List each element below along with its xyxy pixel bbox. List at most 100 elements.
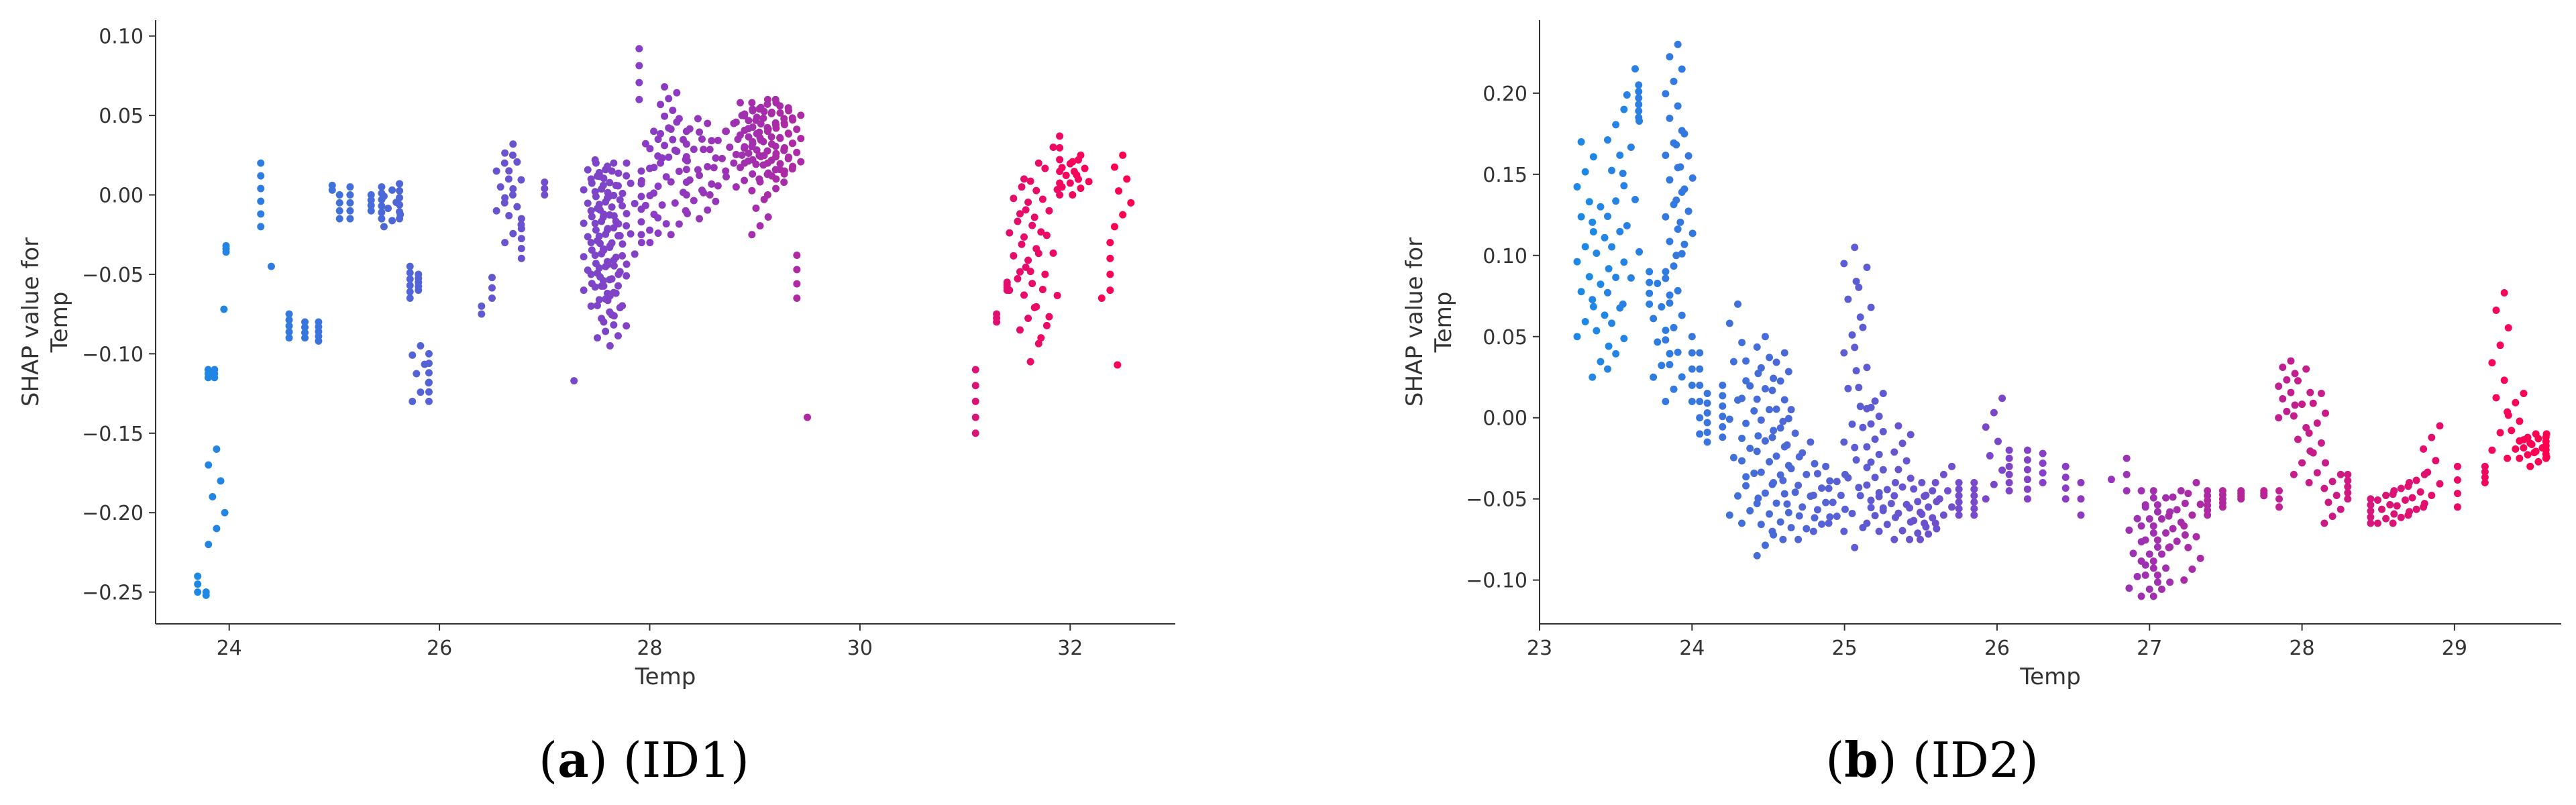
id2-data-point bbox=[2153, 571, 2161, 579]
id1-data-point bbox=[301, 318, 309, 326]
id2-x-tick-label: 25 bbox=[1832, 637, 1858, 660]
id1-data-point bbox=[513, 203, 521, 211]
id2-data-point bbox=[1871, 397, 1879, 405]
id2-data-point bbox=[1635, 87, 1643, 95]
id2-data-point bbox=[2504, 454, 2512, 462]
id1-data-point bbox=[780, 121, 788, 129]
id2-data-point bbox=[1770, 374, 1778, 382]
id1-data-point bbox=[736, 131, 744, 139]
id2-data-point bbox=[2173, 506, 2181, 514]
id1-data-point bbox=[763, 127, 771, 136]
id2-data-point bbox=[1811, 460, 1819, 468]
id1-data-point bbox=[645, 226, 653, 234]
id1-data-point bbox=[706, 191, 714, 199]
id1-data-point bbox=[797, 111, 805, 119]
id2-data-point bbox=[1929, 487, 1937, 495]
id2-data-point bbox=[1787, 524, 1795, 532]
id2-data-point bbox=[2153, 501, 2161, 509]
id2-data-point bbox=[1666, 291, 1674, 299]
id2-data-point bbox=[2149, 487, 2157, 495]
id1-data-point bbox=[406, 262, 414, 270]
id1-data-point bbox=[1041, 270, 1049, 278]
id1-data-point bbox=[616, 196, 624, 204]
id1-data-point bbox=[501, 239, 509, 247]
id1-data-point bbox=[602, 230, 610, 238]
id2-data-point bbox=[1729, 358, 1737, 366]
id2-data-point bbox=[2287, 388, 2295, 396]
id1-data-point bbox=[635, 45, 643, 53]
id2-data-point bbox=[1738, 339, 1746, 347]
id2-data-point bbox=[1597, 280, 1605, 288]
id2-data-point bbox=[2367, 507, 2375, 515]
id2-data-point bbox=[1898, 527, 1907, 535]
id1-data-point bbox=[698, 135, 706, 143]
id1-data-point bbox=[610, 262, 618, 270]
id1-data-point bbox=[793, 125, 801, 133]
id1-x-tick-label: 24 bbox=[217, 637, 242, 660]
id2-data-point bbox=[2309, 399, 2317, 407]
id2-data-point bbox=[2377, 505, 2385, 513]
id1-data-point bbox=[1006, 286, 1014, 294]
id2-data-point bbox=[2305, 479, 2313, 487]
id1-data-point bbox=[1106, 239, 1114, 247]
id2-data-point bbox=[1825, 484, 1833, 492]
id2-data-point bbox=[2165, 512, 2173, 520]
id2-data-point bbox=[1577, 138, 1585, 146]
id2-data-point bbox=[2275, 487, 2283, 495]
id2-data-point bbox=[2039, 469, 2047, 477]
id1-data-point bbox=[501, 149, 509, 157]
id2-data-point bbox=[1768, 386, 1776, 394]
id2-data-point bbox=[2534, 435, 2542, 443]
id2-y-tick-label: 0.05 bbox=[1483, 326, 1527, 350]
id1-data-point bbox=[1020, 233, 1028, 241]
id1-data-point bbox=[1106, 254, 1114, 262]
id2-data-point bbox=[1780, 396, 1788, 404]
id1-data-point bbox=[755, 152, 763, 160]
id2-data-point bbox=[2177, 487, 2185, 495]
id1-data-point bbox=[367, 191, 375, 199]
id1-data-point bbox=[671, 146, 679, 154]
id2-data-point bbox=[1851, 543, 1859, 551]
id2-data-point bbox=[1779, 417, 1787, 425]
id2-data-point bbox=[1826, 477, 1834, 485]
id1-data-point bbox=[492, 167, 500, 175]
id2-data-point bbox=[2397, 513, 2405, 521]
id2-data-point bbox=[2305, 429, 2313, 437]
id1-data-point bbox=[637, 231, 645, 239]
id2-data-point bbox=[1589, 303, 1597, 311]
id2-data-point bbox=[2291, 401, 2299, 409]
id2-data-point bbox=[1890, 448, 1898, 456]
id2-data-point bbox=[1761, 437, 1769, 445]
id2-data-point bbox=[2149, 494, 2157, 502]
id2-data-point bbox=[1725, 415, 1733, 423]
id2-data-point bbox=[2153, 578, 2161, 586]
id1-data-point bbox=[1016, 210, 1024, 218]
id2-data-point bbox=[1738, 394, 1746, 402]
id2-data-point bbox=[1688, 174, 1697, 182]
id2-data-point bbox=[1955, 511, 1963, 519]
id1-data-point bbox=[971, 429, 979, 437]
id2-data-point bbox=[1894, 509, 1902, 517]
id1-data-point bbox=[588, 213, 596, 221]
id2-data-point bbox=[1674, 102, 1682, 110]
id2-data-point bbox=[1890, 492, 1898, 500]
id2-data-point bbox=[2023, 446, 2031, 454]
id2-data-point bbox=[2192, 533, 2200, 541]
id1-data-point bbox=[756, 222, 764, 230]
id2-data-point bbox=[1855, 283, 1863, 291]
id1-data-point bbox=[793, 280, 801, 288]
id2-data-point bbox=[1921, 519, 1929, 527]
id2-data-point bbox=[1674, 40, 1682, 48]
id2-data-point bbox=[2408, 494, 2416, 502]
id2-data-point bbox=[2508, 427, 2516, 435]
id1-data-point bbox=[1056, 144, 1064, 152]
id1-data-point bbox=[1119, 151, 1127, 159]
id1-data-point bbox=[662, 220, 670, 228]
id2-data-point bbox=[2169, 525, 2177, 533]
id2-data-point bbox=[1688, 365, 1696, 373]
id2-data-point bbox=[2260, 487, 2268, 495]
id2-data-point bbox=[2023, 476, 2031, 484]
id2-data-point bbox=[1768, 480, 1776, 488]
id2-data-point bbox=[2302, 424, 2310, 432]
